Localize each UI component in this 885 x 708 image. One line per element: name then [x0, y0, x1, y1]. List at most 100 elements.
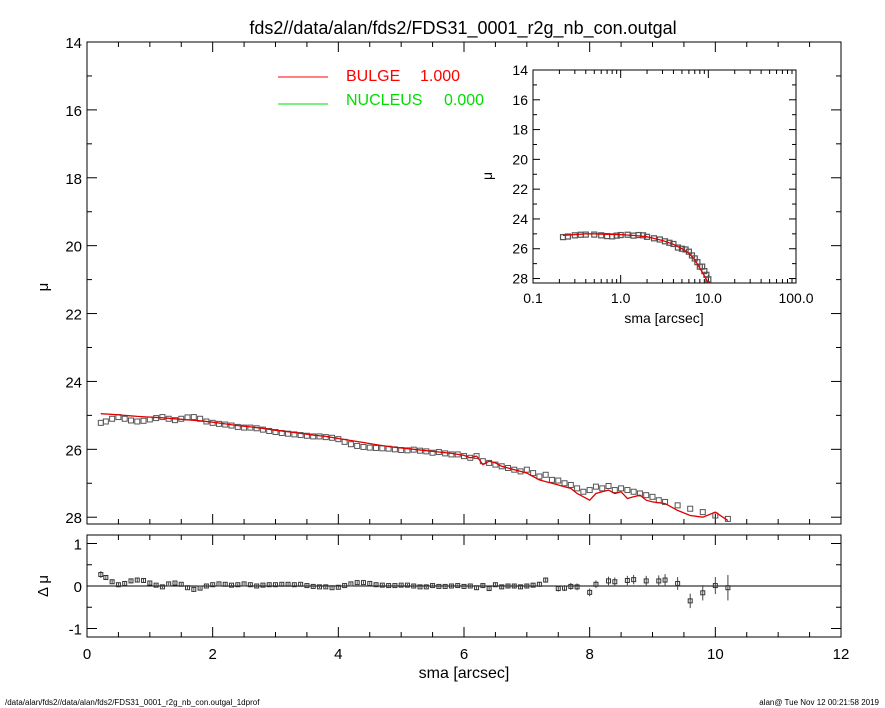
residual-data-point — [216, 581, 222, 587]
residual-data-point — [153, 582, 159, 588]
residual-data-point — [492, 582, 498, 588]
residual-data-point — [404, 582, 410, 588]
residual-data-point — [197, 585, 203, 591]
residual-data-point — [241, 581, 247, 587]
residual-data-point — [417, 584, 423, 590]
inset-data-point — [564, 233, 571, 240]
main-data-point — [241, 424, 248, 431]
residual-data-points — [98, 571, 731, 609]
residual-data-point — [342, 583, 348, 589]
residual-data-point — [316, 584, 322, 590]
footer-file-path: /data/alan/fds2//data/alan/fds2/FDS31_00… — [5, 698, 260, 707]
residual-data-point — [712, 583, 718, 589]
main-data-point — [599, 485, 606, 492]
main-data-points — [97, 414, 731, 522]
inset-data-point — [613, 232, 620, 239]
inset-x-tick-label: 1.0 — [611, 290, 631, 306]
residual-data-point — [329, 585, 335, 591]
inset-data-point — [598, 232, 605, 239]
residual-data-point — [229, 582, 235, 588]
residual-data-point — [461, 583, 467, 589]
inset-x-ticks: 0.1 1.0 10.0 100.0 — [523, 70, 814, 306]
residual-data-point — [568, 583, 574, 589]
residual-data-point — [486, 586, 492, 592]
residual-data-point — [335, 584, 341, 590]
residual-data-point — [266, 582, 272, 588]
main-data-point — [360, 443, 367, 450]
residual-data-point — [574, 584, 580, 590]
residual-data-point — [379, 582, 385, 588]
inset-x-tick-label: 100.0 — [778, 290, 813, 306]
x-tick-label: 2 — [208, 646, 216, 663]
main-data-point — [429, 449, 436, 456]
main-data-point — [97, 419, 104, 426]
main-data-point — [548, 476, 555, 483]
residual-data-point — [631, 577, 637, 583]
residual-data-point — [543, 577, 549, 583]
inset-y-tick-label: 24 — [512, 211, 528, 227]
main-data-point — [373, 444, 380, 451]
main-data-point — [511, 466, 518, 473]
main-data-point — [109, 415, 116, 422]
inset-panel: 14 16 18 20 22 24 26 28 0.1 1.0 10.0 100.0 μ sma [… — [479, 62, 814, 326]
main-data-point — [592, 483, 599, 490]
residual-data-point — [285, 581, 291, 587]
residual-data-point — [423, 584, 429, 590]
residual-data-point — [687, 598, 693, 604]
x-tick-label: 10 — [707, 646, 724, 663]
legend-nucleus-label: NUCLEUS — [346, 92, 422, 109]
residual-data-point — [109, 579, 115, 585]
main-data-point — [542, 471, 549, 478]
residual-data-point — [323, 584, 329, 590]
residual-data-point — [178, 581, 184, 587]
main-y-tick-label: 24 — [65, 374, 82, 391]
residual-data-point — [222, 581, 228, 587]
main-data-point — [366, 444, 373, 451]
residual-data-point — [159, 584, 165, 590]
main-data-point — [687, 505, 694, 512]
inset-y-tick-label: 22 — [512, 181, 528, 197]
main-data-point — [266, 427, 273, 434]
main-data-point — [611, 487, 618, 494]
residual-data-point — [499, 584, 505, 590]
residual-data-point — [398, 582, 404, 588]
inset-y-tick-label: 16 — [512, 92, 528, 108]
residual-data-point — [524, 583, 530, 589]
residual-data-point — [643, 578, 649, 584]
residual-data-point — [367, 580, 373, 586]
x-tick-label: 6 — [460, 646, 468, 663]
main-data-point — [605, 482, 612, 489]
inset-data-point — [678, 245, 686, 252]
residual-data-point — [700, 590, 706, 596]
main-data-point — [530, 470, 537, 477]
main-y-axis-label: μ — [35, 283, 52, 292]
main-data-point — [618, 485, 625, 492]
main-data-point — [555, 477, 562, 484]
residual-x-ticks: 0 2 4 6 8 10 12 — [83, 535, 849, 663]
main-y-tick-label: 16 — [65, 103, 82, 120]
main-data-point — [404, 447, 411, 454]
residual-data-point — [310, 583, 316, 589]
main-data-point — [379, 445, 386, 452]
main-data-point — [536, 473, 543, 480]
residual-data-point — [392, 583, 398, 589]
main-data-point — [102, 418, 109, 425]
residual-data-point — [279, 581, 285, 587]
main-y-tick-label: 26 — [65, 442, 82, 459]
residual-data-point — [411, 583, 417, 589]
residual-data-point — [260, 582, 266, 588]
residual-data-point — [304, 583, 310, 589]
residual-data-point — [562, 585, 568, 591]
residual-y-ticks: -1 0 1 — [69, 537, 841, 639]
chart-title: fds2//data/alan/fds2/FDS31_0001_r2g_nb_c… — [249, 18, 676, 39]
residual-y-axis-label: Δ μ — [35, 575, 52, 597]
residual-data-point — [122, 580, 128, 586]
residual-data-point — [348, 581, 354, 587]
inset-x-axis-label: sma [arcsec] — [624, 310, 703, 326]
residual-data-point — [210, 582, 216, 588]
main-data-point — [297, 432, 304, 439]
residual-data-point — [675, 580, 681, 586]
inset-y-tick-label: 18 — [512, 122, 528, 138]
main-data-point — [171, 417, 178, 424]
